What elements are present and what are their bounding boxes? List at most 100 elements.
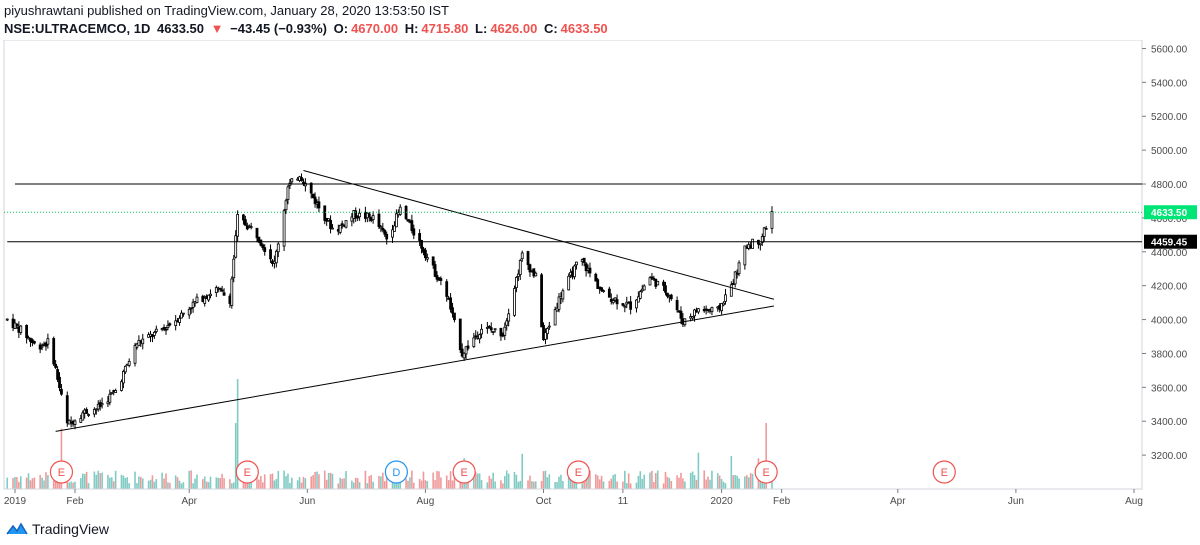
volume-bar: [693, 475, 696, 489]
earnings-marker[interactable]: [566, 460, 590, 484]
last-price-badge: [1144, 205, 1197, 220]
volume-bar: [438, 471, 440, 489]
volume-bar: [711, 470, 713, 489]
symbol-label[interactable]: NSE:ULTRACEMCO, 1D: [4, 21, 151, 36]
volume-bar: [718, 475, 721, 489]
candle-body: [751, 238, 755, 249]
volume-bar: [33, 477, 36, 489]
volume-bar: [676, 475, 678, 489]
volume-bar: [544, 470, 547, 489]
candle-body: [174, 320, 178, 326]
volume-bar: [751, 473, 754, 489]
chart-area[interactable]: E E D E E E E 3200.00 3400.00 3600.00 3800.00 4000…: [0, 39, 1200, 512]
volume-bar: [337, 483, 340, 489]
volume-bar: [81, 473, 84, 489]
volume-bar: [141, 478, 144, 489]
volume-bar: [136, 483, 138, 489]
candle-body: [180, 312, 183, 319]
candle-body: [575, 261, 578, 266]
earnings-marker[interactable]: [49, 460, 74, 484]
drawings[interactable]: [4, 169, 1142, 432]
x-tick-label: 11: [618, 496, 629, 507]
candle-body: [350, 216, 354, 222]
candle-body: [710, 306, 714, 313]
earnings-marker[interactable]: [452, 460, 476, 484]
volume-bar: [730, 456, 733, 489]
time-axis[interactable]: 2019 Feb Apr Jun Aug Oct 11 2020 Feb Apr Jun Aug: [4, 488, 1143, 507]
volume-bar: [207, 482, 210, 489]
footer: TradingView: [6, 518, 109, 540]
volume-bar: [759, 477, 762, 489]
candle-body: [391, 229, 394, 238]
volume-bar: [682, 478, 684, 489]
volume-bar: [554, 482, 556, 489]
volume-bar: [83, 474, 86, 489]
candle-body: [114, 390, 118, 393]
price-axis[interactable]: 3200.00 3400.00 3600.00 3800.00 4000.00 4200.…: [1142, 44, 1197, 462]
candle-body: [110, 392, 114, 395]
candle-body: [263, 247, 267, 252]
candle-body: [451, 307, 454, 314]
price-chart[interactable]: E E D E E E E 3200.00 3400.00 3600.00 3800.00 4000…: [0, 39, 1200, 512]
candle-body: [600, 287, 603, 291]
candle-body: [100, 403, 104, 406]
candle-body: [675, 300, 679, 311]
volume-bar: [203, 476, 206, 489]
candle-body: [340, 223, 344, 226]
volume-bar: [529, 475, 531, 489]
volume-bar: [70, 481, 72, 489]
volume-bar: [542, 471, 545, 489]
volume-bar: [331, 473, 334, 489]
volume-bar: [413, 482, 415, 489]
y-tick-label: 4800.00: [1151, 180, 1188, 191]
candle-body: [760, 236, 764, 243]
candle-body: [493, 328, 497, 331]
tradingview-logo-icon[interactable]: [6, 521, 28, 537]
candle-body: [46, 338, 50, 345]
volume-bar: [107, 474, 109, 489]
volume-bar: [684, 481, 686, 489]
volume-bar: [480, 480, 483, 489]
volume-bar: [488, 475, 491, 489]
candle-body: [545, 328, 549, 335]
price-change: −43.45 (−0.93%): [230, 21, 327, 36]
candle-body: [491, 331, 495, 333]
volume-bar: [109, 477, 111, 489]
candle-body: [60, 388, 63, 395]
volume-bar: [546, 477, 549, 489]
volume-bar: [610, 478, 613, 489]
volume-bar: [217, 477, 220, 489]
candle-body: [371, 215, 375, 220]
earnings-marker[interactable]: [235, 460, 259, 484]
volume-bar: [316, 471, 318, 489]
volume-bar: [325, 479, 328, 489]
volume-bar: [655, 473, 657, 489]
low-value: 4626.00: [490, 21, 538, 36]
event-marker-label: E: [575, 467, 582, 479]
candle-body: [255, 227, 259, 239]
volume-bar: [664, 471, 667, 489]
volume-bar: [97, 470, 100, 489]
earnings-marker[interactable]: [932, 460, 956, 484]
candle-body: [58, 376, 61, 389]
volume-bar: [352, 482, 355, 489]
volume-bar: [385, 473, 388, 489]
candle-body: [120, 381, 123, 391]
candle-body: [410, 220, 414, 231]
candle-body: [642, 285, 646, 291]
dividend-marker[interactable]: [384, 460, 408, 484]
volume-bar: [232, 482, 235, 489]
volume-bar: [47, 475, 49, 489]
volume-bar: [52, 480, 55, 489]
close-label: C:: [543, 21, 558, 36]
volume-bar: [209, 476, 212, 489]
candle-body: [615, 299, 619, 305]
tradingview-brand[interactable]: TradingView: [32, 521, 110, 537]
candle-body: [276, 243, 280, 253]
candle-body: [32, 341, 36, 344]
earnings-marker[interactable]: [754, 460, 778, 484]
candle-body: [696, 308, 700, 313]
candle-body: [557, 296, 561, 310]
candle-body: [516, 273, 520, 277]
